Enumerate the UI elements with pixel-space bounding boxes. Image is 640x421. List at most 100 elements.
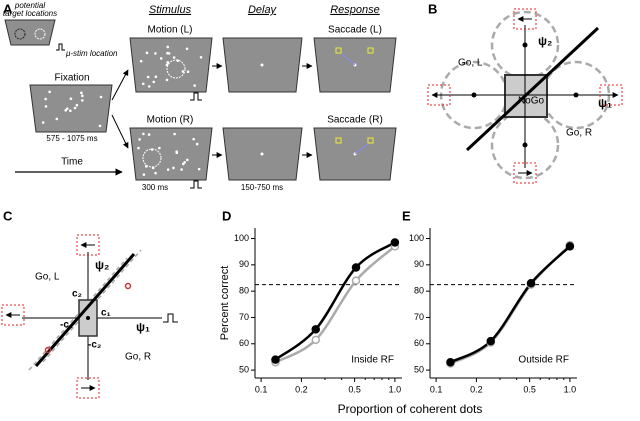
- go-l: Go, L: [35, 272, 60, 283]
- dot: [199, 55, 203, 59]
- c1: c₁: [101, 308, 111, 319]
- dot: [165, 78, 169, 82]
- target: [335, 47, 342, 54]
- saccade-r: Saccade (R): [327, 115, 383, 126]
- motion-l: Motion (L): [147, 25, 192, 36]
- point: [486, 336, 495, 346]
- y-tick-label: 90: [414, 259, 424, 269]
- delay-time: 150-750 ms: [241, 183, 283, 192]
- point: [351, 276, 361, 285]
- screen: [29, 84, 113, 133]
- saccade: [354, 143, 369, 155]
- y-tick-label: 70: [239, 312, 249, 322]
- screen: [129, 127, 213, 181]
- dot: [80, 91, 83, 95]
- panel-label: E: [402, 208, 411, 223]
- dot: [147, 133, 151, 136]
- panel-label: A: [3, 1, 13, 16]
- dot: [154, 171, 157, 175]
- panel-b-diagram: [427, 8, 623, 184]
- series-line: [274, 245, 396, 364]
- screens: [4, 19, 397, 189]
- x-tick-label: 0.5: [348, 384, 361, 394]
- dot: [139, 59, 143, 63]
- point: [526, 279, 536, 288]
- stim-loc: [142, 148, 162, 168]
- x-tick-label: 0.2: [295, 384, 308, 394]
- dot: [186, 70, 190, 74]
- dot: [142, 132, 145, 136]
- dot: [44, 105, 48, 108]
- header: Response: [330, 4, 380, 16]
- point: [565, 242, 575, 251]
- dot: [154, 52, 157, 55]
- pulse: [190, 180, 202, 189]
- saccade: [341, 53, 356, 66]
- point: [271, 355, 280, 364]
- dot: [166, 45, 170, 49]
- time-label: Time: [61, 157, 83, 168]
- x-tick-label: 1.0: [389, 384, 402, 394]
- dot: [98, 124, 102, 128]
- pulse: [56, 43, 65, 51]
- dot: [166, 168, 170, 171]
- dot: [146, 75, 150, 79]
- dot: [154, 75, 158, 79]
- arrows: [111, 63, 313, 158]
- dot: [172, 166, 175, 170]
- target-loc: [14, 28, 26, 40]
- x-axis-label: Proportion of coherent dots: [338, 402, 483, 416]
- y-tick-label: 90: [239, 259, 249, 269]
- header: Stimulus: [149, 4, 192, 16]
- stim-time: 300 ms: [142, 183, 168, 192]
- psi2: ψ₂: [538, 34, 552, 48]
- dot: [145, 51, 149, 55]
- y-tick-label: 50: [239, 364, 249, 374]
- annotation: Inside RF: [351, 355, 394, 366]
- y-tick-label: 80: [414, 286, 424, 296]
- dot: [180, 168, 183, 171]
- inset-title: target locations: [3, 9, 57, 18]
- screen: [129, 37, 213, 93]
- dot: [193, 84, 196, 87]
- inset-title: potential: [14, 1, 45, 10]
- dot: [64, 109, 67, 112]
- dot: [186, 158, 189, 162]
- dot: [73, 106, 77, 110]
- neg-c2: -c₂: [88, 340, 101, 351]
- dot: [152, 80, 156, 84]
- nogo: NoGo: [518, 96, 545, 107]
- dot: [166, 61, 170, 64]
- point: [446, 357, 455, 367]
- dot: [195, 142, 199, 146]
- dot: [48, 90, 51, 94]
- fixation-time: 575 - 1075 ms: [46, 134, 97, 143]
- dot: [41, 121, 45, 124]
- screen: [4, 19, 56, 46]
- panel-label: C: [3, 208, 13, 223]
- point: [390, 238, 400, 247]
- dot: [75, 103, 79, 107]
- panel-c-diagram: [1, 234, 178, 399]
- y-tick-label: 80: [239, 286, 249, 296]
- panel-label: B: [428, 1, 437, 16]
- y-tick-label: 70: [414, 312, 424, 322]
- dot: [55, 117, 59, 121]
- saccade-l: Saccade (L): [328, 25, 382, 36]
- y-tick-label: 100: [234, 233, 249, 243]
- c2: c₂: [72, 289, 82, 300]
- dot: [69, 97, 73, 100]
- series-line: [274, 241, 396, 361]
- dot: [142, 173, 146, 176]
- y-tick-label: 60: [414, 338, 424, 348]
- stim-loc: [166, 59, 186, 79]
- annotation: Outside RF: [518, 355, 569, 366]
- go-r: Go, R: [125, 352, 151, 363]
- dot: [181, 70, 185, 73]
- dot: [183, 161, 186, 164]
- series-line: [449, 245, 571, 364]
- x-tick-label: 0.2: [470, 384, 483, 394]
- point: [311, 335, 320, 345]
- point: [351, 263, 361, 272]
